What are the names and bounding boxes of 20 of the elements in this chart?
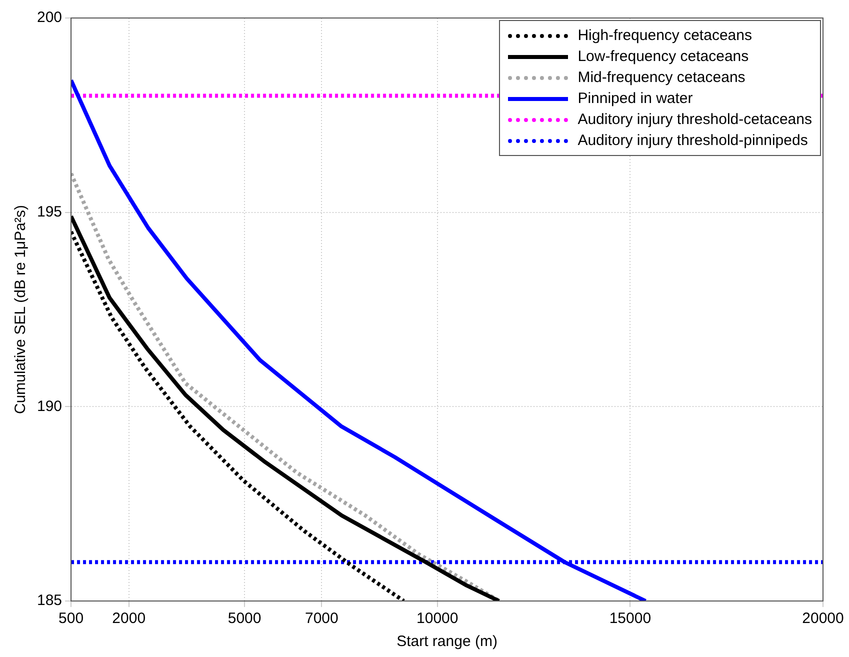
y-axis-title: Cumulative SEL (dB re 1μPa²s) — [12, 205, 30, 414]
legend-label: Mid-frequency cetaceans — [578, 69, 746, 86]
y-tick-label: 185 — [36, 592, 62, 610]
legend-label: Low-frequency cetaceans — [578, 48, 749, 65]
x-tick-label: 500 — [58, 610, 84, 628]
x-tick-label: 10000 — [416, 610, 458, 628]
x-tick-label: 15000 — [609, 610, 652, 628]
y-tick-label: 195 — [36, 203, 62, 220]
x-axis-title: Start range (m) — [396, 633, 498, 650]
x-tick-label: 20000 — [802, 610, 844, 628]
x-tick-label: 5000 — [228, 610, 262, 628]
y-tick-label: 190 — [36, 398, 62, 415]
legend-label: High-frequency cetaceans — [578, 27, 752, 44]
legend-label: Auditory injury threshold-cetaceans — [578, 111, 812, 128]
line-series — [71, 230, 406, 601]
legend-label: Auditory injury threshold-pinnipeds — [578, 132, 808, 149]
legend-label: Pinniped in water — [578, 90, 693, 107]
x-tick-label: 2000 — [112, 610, 146, 628]
y-tick-label: 200 — [36, 9, 62, 26]
x-tick-label: 7000 — [304, 610, 338, 628]
